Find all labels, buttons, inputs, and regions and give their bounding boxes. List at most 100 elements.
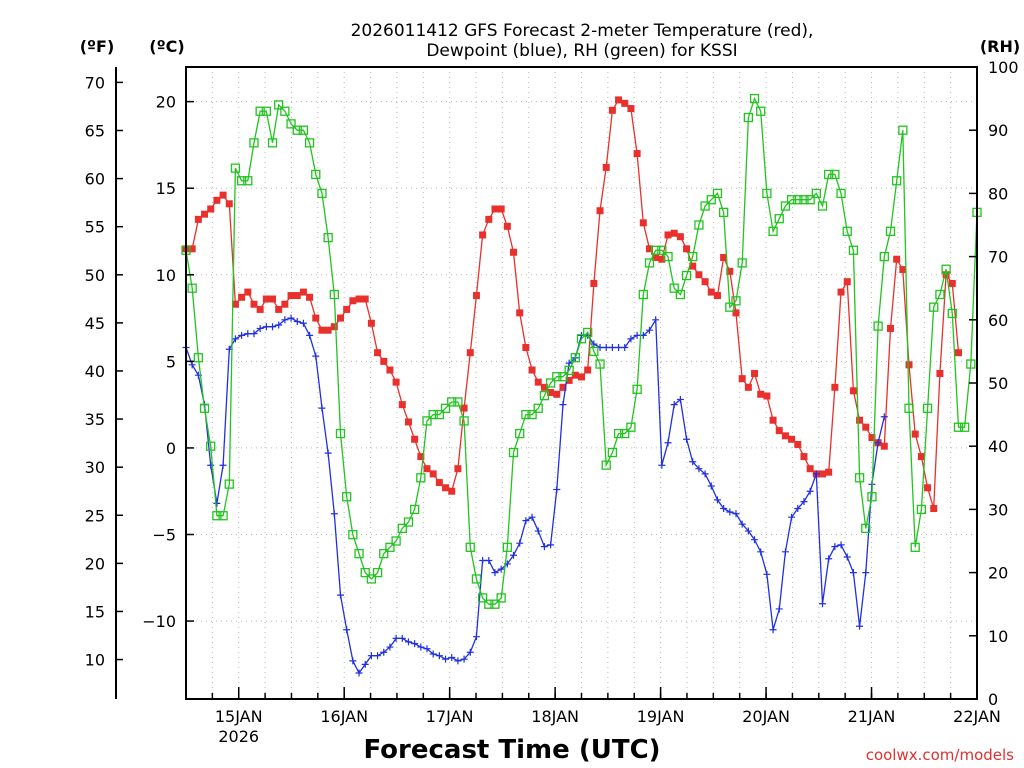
temperature-point: [831, 383, 839, 391]
rh-point: [447, 397, 457, 407]
rh-point: [638, 289, 648, 300]
rh-point: [848, 245, 859, 255]
rh-tick-label: 20: [988, 564, 1008, 583]
temperature-point: [924, 484, 932, 492]
dewpoint-point: [417, 643, 425, 651]
temperature-point: [250, 300, 258, 308]
x-tick-label: 22JAN: [953, 707, 1001, 726]
rh-point: [811, 188, 821, 199]
rh-point: [496, 593, 506, 603]
rh-point: [304, 138, 315, 148]
rh-point: [311, 169, 321, 180]
dewpoint-point: [466, 648, 474, 656]
rh-point: [669, 283, 679, 293]
dewpoint-point: [627, 335, 635, 343]
temperature-point: [201, 210, 209, 218]
rh-point: [422, 416, 432, 426]
rh-point: [613, 428, 624, 439]
dewpoint-point: [695, 465, 703, 473]
dewpoint-point: [775, 605, 783, 613]
rh-tick-label: 40: [988, 437, 1008, 456]
fahrenheit-tick-label: 65: [85, 121, 105, 140]
temperature-point: [553, 390, 561, 398]
temperature-point: [188, 245, 196, 253]
rh-point: [397, 523, 407, 534]
temperature-point: [386, 366, 394, 374]
rh-point: [830, 169, 840, 180]
temperature-point: [608, 106, 616, 114]
dewpoint-point: [806, 487, 814, 495]
fahrenheit-tick-label: 20: [85, 554, 105, 573]
dewpoint-point: [435, 652, 443, 660]
dewpoint-point: [880, 413, 888, 421]
fahrenheit-tick-label: 10: [85, 651, 105, 670]
dewpoint-point: [448, 653, 456, 661]
temperature-point: [837, 288, 845, 296]
dewpoint-point: [726, 508, 734, 516]
dewpoint-point: [361, 660, 369, 668]
rh-point: [941, 264, 951, 274]
rh-point: [966, 359, 976, 369]
temperature-point: [219, 191, 227, 199]
x-tick-label: 18JAN: [531, 707, 579, 726]
rh-point: [675, 289, 686, 300]
dewpoint-point: [491, 569, 499, 577]
rh-point: [539, 390, 550, 401]
temperature-point: [849, 387, 857, 395]
rh-point: [774, 214, 784, 224]
dewpoint-point: [312, 352, 320, 360]
rh-point: [199, 403, 210, 413]
rh-point: [601, 460, 611, 470]
dewpoint-point: [238, 331, 246, 339]
temperature-point: [374, 349, 382, 357]
dewpoint-point: [411, 640, 419, 648]
rh-point: [379, 548, 389, 559]
rh-point: [243, 176, 253, 186]
temperature-point: [479, 231, 487, 239]
rh-point: [737, 258, 747, 268]
dewpoint-point: [825, 555, 833, 563]
temperature-point: [627, 105, 635, 113]
dewpoint-point: [781, 548, 789, 556]
series-layer: [181, 93, 982, 677]
rh-point: [267, 138, 278, 148]
temperature-point: [936, 369, 944, 377]
temperature-point: [318, 326, 326, 334]
temperature-point: [806, 465, 814, 473]
rh-point: [953, 422, 964, 432]
rh-point: [459, 416, 469, 426]
x-tick-label: 15JAN: [215, 707, 263, 726]
rh-point: [249, 138, 259, 148]
rh-point: [372, 567, 383, 578]
temperature-point: [596, 207, 604, 215]
temperature-point: [893, 255, 901, 263]
dewpoint-point: [738, 520, 746, 528]
rh-point: [440, 403, 451, 413]
temperature-point: [602, 163, 610, 171]
dewpoint-point: [676, 395, 684, 403]
rh-unit-label: (RH): [980, 37, 1020, 56]
temperature-point: [534, 378, 542, 386]
rh-point: [224, 479, 234, 489]
temperature-point: [917, 453, 925, 461]
rh-point: [484, 599, 494, 609]
rh-point: [712, 188, 723, 199]
temperature-point: [683, 245, 691, 253]
temperature-point: [775, 427, 783, 435]
temperature-point: [868, 434, 876, 442]
temperature-point: [423, 465, 431, 473]
temperature-point: [547, 389, 555, 397]
rh-tick-label: 90: [988, 121, 1008, 140]
temperature-point: [621, 99, 629, 107]
rh-point: [681, 270, 692, 281]
temperature-point: [336, 314, 344, 322]
dewpoint-point: [534, 527, 542, 535]
rh-tick-label: 50: [988, 374, 1008, 393]
rh-point: [583, 327, 593, 338]
credit-link[interactable]: coolwx.com/models: [866, 746, 1014, 764]
temperature-point: [886, 324, 894, 332]
celsius-tick-label: −5: [152, 526, 176, 545]
dewpoint-point: [849, 569, 857, 577]
rh-point: [842, 226, 852, 236]
